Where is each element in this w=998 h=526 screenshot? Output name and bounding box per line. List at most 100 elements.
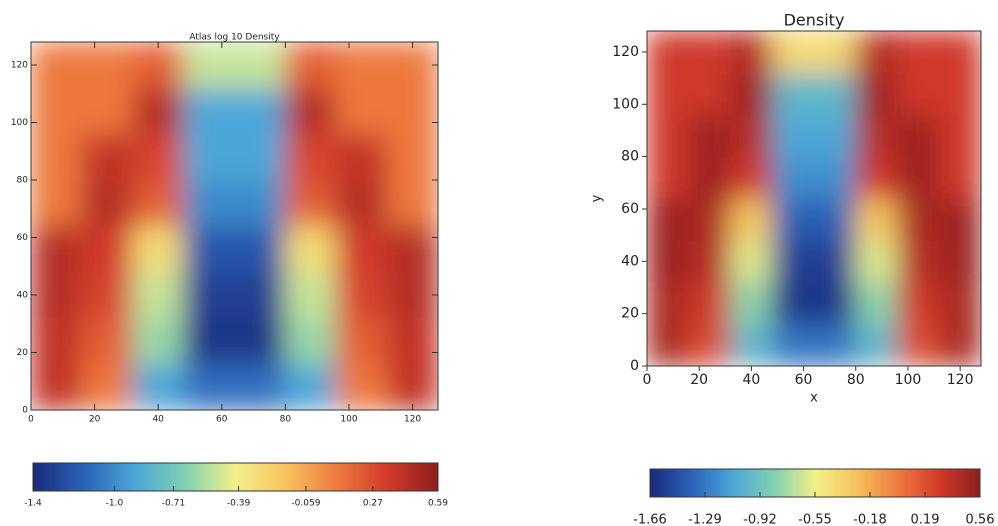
heatmap-cell xyxy=(938,156,981,199)
heatmap-cell xyxy=(81,225,134,273)
heatmap-cell xyxy=(771,323,815,366)
colorbar-tick-label: -1.4 xyxy=(24,499,42,509)
y-tick-label: 60 xyxy=(17,233,29,243)
heatmap-cell xyxy=(284,363,337,410)
y-tick-label: 40 xyxy=(17,291,29,301)
heatmap-cell xyxy=(335,42,388,89)
heatmap-cell xyxy=(688,198,731,241)
y-tick-label: 0 xyxy=(22,406,28,416)
heatmap-cell xyxy=(688,323,731,366)
x-tick-label: 20 xyxy=(89,415,101,425)
colorbar-tick-label: -0.18 xyxy=(853,513,887,526)
heatmap-cell xyxy=(132,42,185,89)
heatmap-cell xyxy=(647,281,690,325)
heatmap-cell xyxy=(771,156,815,199)
heatmap-cell xyxy=(938,198,981,241)
x-tick-label: 80 xyxy=(280,415,292,425)
heatmap-cell xyxy=(813,281,857,325)
heatmap-cell xyxy=(183,87,235,135)
x-tick-label: 40 xyxy=(152,415,164,425)
colorbar-tick-label: -0.39 xyxy=(227,499,251,509)
heatmap-cell xyxy=(647,239,690,283)
heatmap-cell xyxy=(132,179,185,227)
heatmap-cell xyxy=(284,271,337,319)
y-axis-label: y xyxy=(590,194,605,202)
heatmap-cell xyxy=(647,114,690,158)
heatmap-cell xyxy=(284,317,337,365)
heatmap-cell xyxy=(813,31,857,74)
heatmap-cell xyxy=(284,42,337,89)
heatmap-cell xyxy=(771,31,815,74)
plot-frame xyxy=(30,41,439,411)
colorbar-tick-label: -0.059 xyxy=(291,499,320,509)
heatmap-cell xyxy=(938,239,981,283)
heatmap-cell xyxy=(897,114,940,158)
colorbar-tick-label: -0.71 xyxy=(162,499,185,509)
heatmap-cell xyxy=(132,363,185,410)
heatmap-cell xyxy=(730,114,773,158)
heatmap-cell xyxy=(813,156,857,199)
heatmap-cell xyxy=(855,156,898,199)
heatmap-cell xyxy=(855,31,898,74)
colorbar-tick-label: -0.55 xyxy=(798,513,832,526)
heatmap-cell xyxy=(897,323,940,366)
heatmap-cell xyxy=(855,72,898,116)
x-tick-label: 0 xyxy=(28,415,34,425)
heatmap-cell xyxy=(771,198,815,241)
heatmap-cell xyxy=(183,317,235,365)
heatmap-cell xyxy=(688,156,731,199)
heatmap-cell xyxy=(31,42,83,89)
heatmap-cell xyxy=(81,87,134,135)
y-tick-label: 80 xyxy=(621,149,639,165)
heatmap-cell xyxy=(183,179,235,227)
heatmap-cell xyxy=(183,42,235,89)
heatmap-cell xyxy=(647,323,690,366)
colorbar-tick-label: -0.92 xyxy=(743,513,777,526)
heatmap-cell xyxy=(386,42,438,89)
y-tick-label: 120 xyxy=(11,61,28,71)
heatmap-cell xyxy=(813,114,857,158)
heatmap-cell xyxy=(234,87,286,135)
heatmap-cell xyxy=(284,87,337,135)
heatmap-cell xyxy=(81,42,134,89)
heatmap-cell xyxy=(132,87,185,135)
cells xyxy=(31,42,438,410)
x-tick-label: 120 xyxy=(947,372,974,388)
heatmap-cell xyxy=(132,225,185,273)
x-tick-label: 60 xyxy=(216,415,228,425)
heatmap-cell xyxy=(855,323,898,366)
plot-area xyxy=(647,31,981,366)
x-tick-label: 120 xyxy=(404,415,421,425)
heatmap-cell xyxy=(335,317,388,365)
x-tick-label: 80 xyxy=(847,372,865,388)
heatmap-chart: Density 0 20 40 60 80 100 120 0 20 40 60 80 100 120 x y -… xyxy=(590,11,995,526)
heatmap-cell xyxy=(897,156,940,199)
heatmap-cell xyxy=(688,239,731,283)
heatmap-cell xyxy=(386,87,438,135)
heatmap-cell xyxy=(897,198,940,241)
heatmap-cell xyxy=(386,225,438,273)
heatmap-cell xyxy=(647,31,690,74)
heatmap-cell xyxy=(730,323,773,366)
cells xyxy=(647,31,981,366)
heatmap-cell xyxy=(730,156,773,199)
heatmap-cell xyxy=(771,281,815,325)
x-axis-label: x xyxy=(810,391,818,406)
heatmap-cell xyxy=(771,72,815,116)
heatmap-cell xyxy=(234,42,286,89)
heatmap-cell xyxy=(183,363,235,410)
colorbar-tick-label: -1.0 xyxy=(106,499,124,509)
heatmap-cell xyxy=(386,317,438,365)
heatmap-cell xyxy=(647,72,690,116)
heatmap-cell xyxy=(183,271,235,319)
heatmap-cell xyxy=(730,198,773,241)
heatmap-cell xyxy=(813,239,857,283)
heatmap-cell xyxy=(730,31,773,74)
heatmap-cell xyxy=(81,271,134,319)
heatmap-cell xyxy=(335,271,388,319)
heatmap-cell xyxy=(335,133,388,181)
y-tick-label: 100 xyxy=(612,96,639,112)
plot-area xyxy=(31,42,438,410)
heatmap-cell xyxy=(855,281,898,325)
heatmap-cell xyxy=(855,198,898,241)
